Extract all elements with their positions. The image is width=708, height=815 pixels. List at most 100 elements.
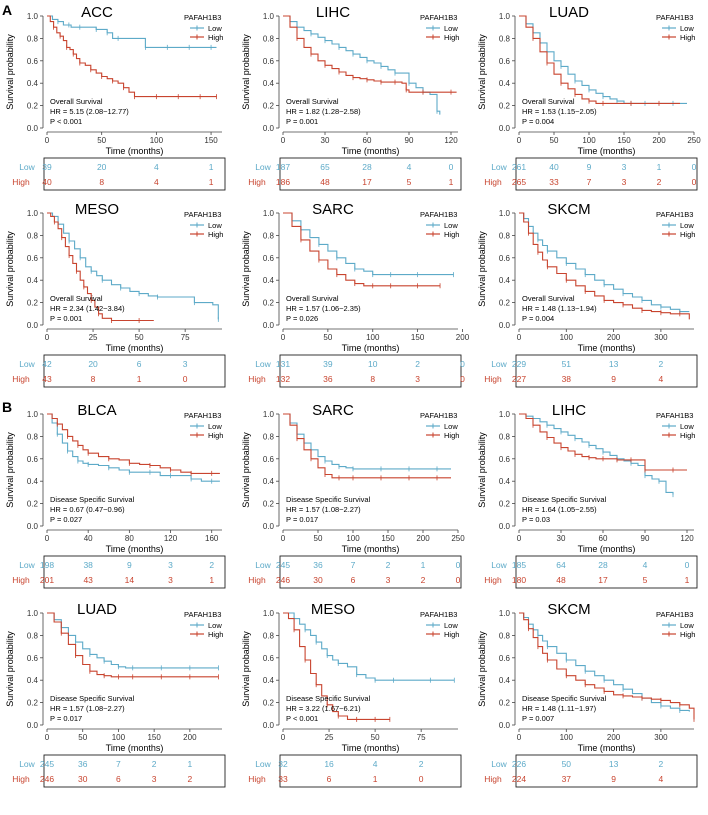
p-value: P = 0.017 (286, 515, 318, 524)
x-tick-label: 100 (366, 333, 380, 342)
legend-high-label: High (444, 431, 459, 440)
x-tick-label: 25 (89, 333, 98, 342)
risk-low-count: 9 (127, 560, 132, 570)
x-axis-label: Time (months) (106, 146, 164, 156)
survival-type-label: Disease Specific Survival (286, 495, 371, 504)
low-group-curve (519, 15, 687, 104)
y-tick-label: 0.4 (27, 79, 39, 88)
risk-row-low-label: Low (491, 759, 507, 769)
legend-low-label: Low (208, 422, 222, 431)
x-tick-label: 160 (205, 534, 219, 543)
high-group-curve (519, 413, 687, 471)
legend-title: PAFAH1B3 (184, 13, 221, 22)
risk-low-count: 4 (154, 162, 159, 172)
risk-row-high-label: High (248, 374, 266, 384)
y-tick-label: 0.0 (263, 522, 275, 531)
legend-title: PAFAH1B3 (420, 13, 457, 22)
km-panel: LUAD 0.0 0.2 0.4 0.6 0.8 1.0 0 50 100 150 200 Surviv… (5, 601, 226, 788)
x-tick-label: 0 (517, 333, 522, 342)
risk-low-count: 9 (587, 162, 592, 172)
risk-high-count: 5 (643, 575, 648, 585)
x-tick-label: 50 (78, 733, 87, 742)
km-panel: SKCM 0.0 0.2 0.4 0.6 0.8 1.0 0 100 200 300 Survival… (477, 201, 698, 388)
x-tick-label: 0 (281, 733, 286, 742)
risk-low-count: 2 (209, 560, 214, 570)
y-tick-label: 1.0 (263, 609, 275, 618)
risk-table-box (43, 555, 226, 589)
section-letter-a: A (2, 2, 12, 18)
y-tick-label: 0.4 (263, 477, 275, 486)
risk-low-count: 7 (351, 560, 356, 570)
risk-high-count: 246 (276, 575, 290, 585)
x-tick-label: 50 (97, 136, 106, 145)
y-tick-label: 0.6 (499, 455, 511, 464)
risk-high-count: 3 (386, 575, 391, 585)
risk-high-count: 224 (512, 774, 526, 784)
x-axis-label: Time (months) (342, 544, 400, 554)
risk-high-count: 201 (40, 575, 54, 585)
y-tick-label: 0.8 (263, 432, 275, 441)
survival-type-label: Disease Specific Survival (522, 694, 607, 703)
risk-row-high-label: High (484, 575, 502, 585)
risk-low-count: 28 (362, 162, 372, 172)
hazard-ratio: HR = 1.57 (1.08−2.27) (50, 704, 125, 713)
risk-table-box (515, 354, 698, 388)
y-tick-label: 1.0 (263, 12, 275, 21)
p-value: P < 0.001 (286, 714, 318, 723)
survival-type-label: Overall Survival (286, 97, 339, 106)
risk-high-count: 1 (449, 177, 454, 187)
y-tick-label: 0.6 (499, 254, 511, 263)
x-tick-label: 75 (181, 333, 190, 342)
risk-low-count: 0 (449, 162, 454, 172)
risk-low-count: 1 (209, 162, 214, 172)
y-axis-label: Survival probability (477, 34, 487, 110)
high-group-curve (47, 612, 219, 678)
high-group-curve (283, 413, 451, 479)
risk-high-count: 0 (692, 177, 697, 187)
y-axis-label: Survival probability (5, 432, 15, 508)
legend-low-label: Low (680, 221, 694, 230)
risk-high-count: 2 (187, 774, 192, 784)
x-tick-label: 150 (204, 136, 218, 145)
risk-low-count: 50 (562, 759, 572, 769)
panel-title: LUAD (549, 4, 589, 21)
risk-low-count: 185 (512, 560, 526, 570)
panel-title: MESO (75, 201, 119, 218)
risk-row-low-label: Low (19, 359, 35, 369)
x-tick-label: 60 (599, 534, 608, 543)
risk-high-count: 1 (137, 374, 142, 384)
legend-title: PAFAH1B3 (656, 610, 693, 619)
risk-row-high-label: High (248, 774, 266, 784)
p-value: P = 0.026 (286, 314, 318, 323)
x-tick-label: 0 (45, 733, 50, 742)
y-tick-label: 1.0 (27, 609, 39, 618)
x-axis-label: Time (months) (342, 343, 400, 353)
x-tick-label: 150 (381, 534, 395, 543)
y-axis-label: Survival probability (5, 631, 15, 707)
hazard-ratio: HR = 0.67 (0.47−0.96) (50, 505, 125, 514)
y-tick-label: 0.2 (263, 102, 275, 111)
legend-high-label: High (680, 33, 695, 42)
risk-low-count: 2 (659, 759, 664, 769)
y-tick-label: 0.8 (263, 231, 275, 240)
panel-title: ACC (81, 4, 113, 21)
survival-type-label: Overall Survival (286, 294, 339, 303)
survival-type-label: Overall Survival (50, 294, 103, 303)
risk-row-low-label: Low (19, 162, 35, 172)
risk-high-count: 246 (40, 774, 54, 784)
risk-row-low-label: Low (19, 560, 35, 570)
risk-high-count: 1 (685, 575, 690, 585)
y-tick-label: 0.4 (499, 477, 511, 486)
risk-low-count: 39 (42, 162, 52, 172)
x-tick-label: 100 (112, 733, 126, 742)
x-axis-label: Time (months) (342, 743, 400, 753)
y-tick-label: 0.8 (27, 34, 39, 43)
risk-high-count: 3 (168, 575, 173, 585)
x-axis-label: Time (months) (578, 544, 636, 554)
y-tick-label: 0.6 (27, 654, 39, 663)
survival-type-label: Disease Specific Survival (50, 694, 135, 703)
legend-high-label: High (680, 230, 695, 239)
low-group-curve (47, 413, 220, 482)
risk-high-count: 2 (657, 177, 662, 187)
